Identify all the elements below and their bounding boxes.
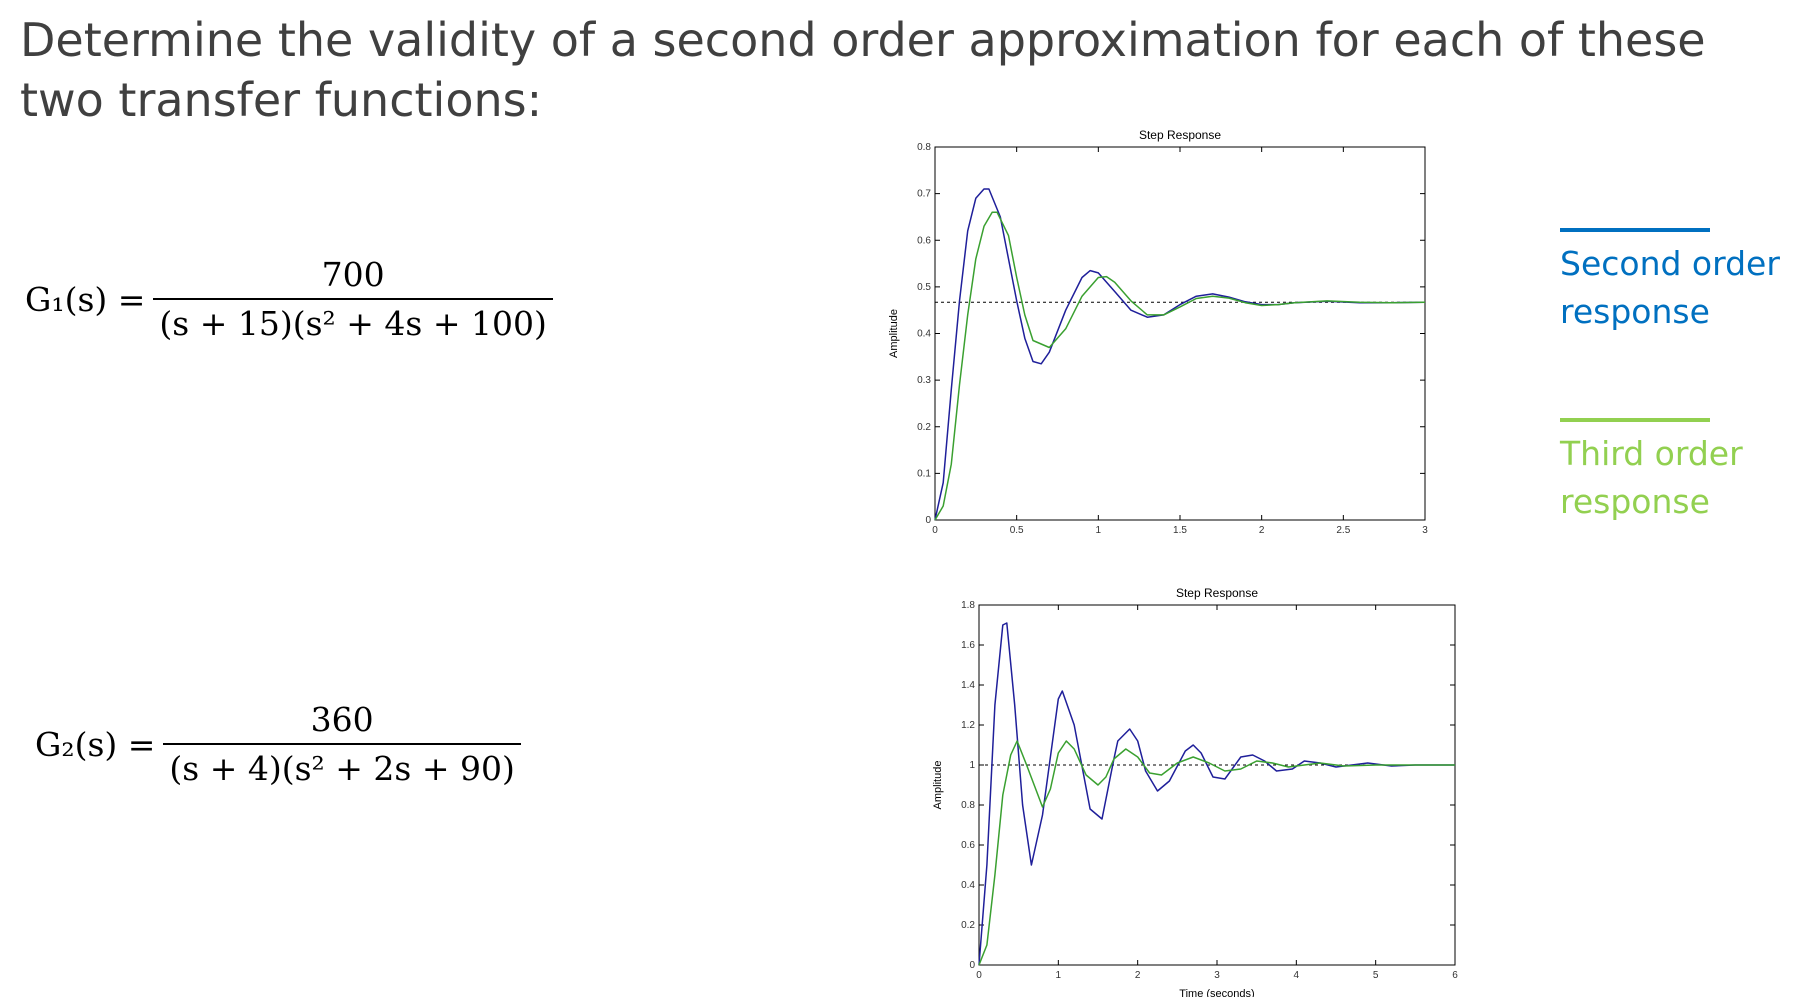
- y-tick-label: 1.4: [961, 680, 975, 691]
- legend-third-order-swatch: [1560, 418, 1710, 422]
- x-tick-label: 2.5: [1336, 525, 1350, 536]
- plot-area: [978, 604, 1456, 966]
- y-tick-label: 1.6: [961, 640, 975, 651]
- y-tick-label: 0.3: [917, 375, 931, 386]
- y-axis-label: Amplitude: [932, 761, 944, 810]
- slide-title-line-1: Determine the validity of a second order…: [20, 13, 1706, 67]
- equation-g2-denominator: (s + 4)(s² + 2s + 90): [169, 749, 515, 788]
- x-tick-label: 5: [1373, 970, 1379, 981]
- x-tick-label: 4: [1294, 970, 1300, 981]
- y-tick-label: 0: [969, 960, 975, 971]
- legend-second-order-line-2: response: [1560, 292, 1710, 331]
- y-tick-label: 0.5: [917, 282, 931, 293]
- legend-third-order: Third order response: [1560, 418, 1743, 526]
- x-tick-label: 3: [1214, 970, 1220, 981]
- step-response-chart-2: Step Response 0 1 2 3 4 5 6 0 0.2 0.4 0.6 0.8 1 1.2 1.4…: [932, 586, 1458, 997]
- y-tick-label: 0: [925, 515, 931, 526]
- x-tick-label: 1.5: [1173, 525, 1187, 536]
- equation-g1-numerator: 700: [321, 255, 385, 294]
- legend-second-order-line-1: Second order: [1560, 244, 1780, 283]
- equation-g1-lhs: G₁(s) =: [25, 279, 146, 319]
- legend-third-order-line-2: response: [1560, 482, 1710, 521]
- x-axis-label: Time (seconds): [1179, 988, 1254, 997]
- equation-g1-fraction: 700 (s + 15)(s² + 4s + 100): [153, 255, 553, 343]
- y-tick-label: 0.6: [961, 840, 975, 851]
- legend-second-order: Second order response: [1560, 228, 1780, 336]
- step-response-chart-1: Step Response 0 0.5 1 1.5 2 2.5 3 0 0.1 0.2 0.3 0.4 0…: [888, 128, 1428, 536]
- legend-third-order-label: Third order response: [1560, 430, 1743, 526]
- chart2-series-2-line: [978, 740, 1455, 966]
- y-tick-label: 0.7: [917, 189, 931, 200]
- x-tick-label: 1: [1056, 970, 1062, 981]
- plot-area: [934, 146, 1426, 521]
- x-tick-label: 6: [1452, 970, 1458, 981]
- chart-title: Step Response: [1139, 128, 1221, 142]
- legend-third-order-line-1: Third order: [1560, 434, 1743, 473]
- chart1-series-2-line: [934, 211, 1426, 521]
- x-tick-label: 3: [1422, 525, 1428, 536]
- x-tick-label: 0: [932, 525, 938, 536]
- fraction-bar: [153, 298, 553, 300]
- equation-g2-fraction: 360 (s + 4)(s² + 2s + 90): [163, 700, 521, 788]
- equation-g1-denominator: (s + 15)(s² + 4s + 100): [159, 304, 547, 343]
- y-tick-label: 0.1: [917, 468, 931, 479]
- y-tick-label: 1.2: [961, 720, 975, 731]
- y-tick-label: 0.4: [917, 329, 931, 340]
- x-tick-label: 1: [1096, 525, 1102, 536]
- slide-title-line-2: two transfer functions:: [20, 73, 543, 127]
- equation-g2-numerator: 360: [310, 700, 374, 739]
- y-tick-label: 0.6: [917, 235, 931, 246]
- x-tick-label: 0: [976, 970, 982, 981]
- equation-g2-lhs: G₂(s) =: [35, 724, 156, 764]
- slide-title: Determine the validity of a second order…: [20, 10, 1740, 130]
- chart-title: Step Response: [1176, 586, 1258, 600]
- legend-second-order-swatch: [1560, 228, 1710, 232]
- y-axis-label: Amplitude: [888, 309, 900, 358]
- equation-g1: G₁(s) = 700 (s + 15)(s² + 4s + 100): [25, 255, 553, 343]
- y-tick-label: 0.8: [917, 142, 931, 153]
- y-tick-label: 0.2: [917, 422, 931, 433]
- y-tick-label: 1.8: [961, 600, 975, 611]
- x-tick-label: 2: [1135, 970, 1141, 981]
- equation-g2: G₂(s) = 360 (s + 4)(s² + 2s + 90): [35, 700, 521, 788]
- y-tick-label: 0.2: [961, 920, 975, 931]
- y-tick-label: 1: [969, 760, 975, 771]
- x-tick-label: 2: [1259, 525, 1265, 536]
- legend-second-order-label: Second order response: [1560, 240, 1780, 336]
- y-tick-label: 0.8: [961, 800, 975, 811]
- x-tick-label: 0.5: [1010, 525, 1024, 536]
- fraction-bar: [163, 743, 521, 745]
- y-tick-label: 0.4: [961, 880, 975, 891]
- chart2-series-1-line: [978, 622, 1455, 966]
